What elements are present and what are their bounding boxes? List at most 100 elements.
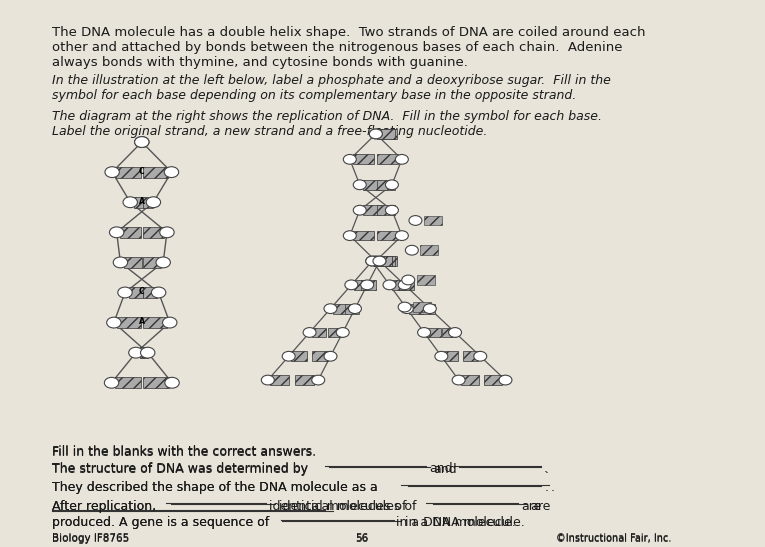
Bar [134, 197, 144, 208]
Circle shape [369, 129, 382, 139]
Circle shape [164, 167, 179, 178]
Circle shape [396, 154, 409, 164]
Circle shape [113, 257, 128, 268]
Bar [143, 167, 168, 178]
Circle shape [499, 375, 512, 385]
Circle shape [337, 328, 349, 337]
Bar [377, 180, 396, 190]
Text: .: . [545, 463, 549, 476]
Bar [291, 351, 307, 361]
Circle shape [418, 328, 431, 337]
Text: Fill in the blanks with the correct answers.: Fill in the blanks with the correct answ… [52, 446, 316, 459]
Bar [444, 351, 458, 361]
Bar [379, 256, 397, 266]
Circle shape [405, 246, 418, 255]
Bar [424, 216, 442, 225]
Text: produced. A gene is a sequence of: produced. A gene is a sequence of [52, 516, 269, 529]
Circle shape [105, 167, 119, 178]
Circle shape [409, 216, 422, 225]
Circle shape [373, 256, 386, 266]
Circle shape [262, 375, 275, 385]
Text: .: . [544, 462, 548, 475]
Bar [143, 317, 167, 328]
Text: A: A [139, 317, 145, 326]
Circle shape [146, 197, 161, 208]
Circle shape [123, 197, 138, 208]
Circle shape [402, 275, 415, 285]
Circle shape [303, 328, 316, 337]
Circle shape [109, 227, 124, 238]
Bar [409, 304, 423, 313]
Circle shape [312, 375, 324, 385]
Bar [361, 280, 376, 290]
Bar [392, 280, 406, 290]
Bar [421, 304, 435, 313]
Circle shape [396, 231, 409, 241]
Circle shape [164, 377, 179, 388]
Bar [379, 129, 397, 139]
Circle shape [343, 154, 356, 164]
Bar [143, 197, 153, 208]
Bar [374, 256, 389, 266]
Bar [363, 205, 381, 215]
Circle shape [369, 129, 382, 139]
Text: are: are [531, 499, 551, 513]
Text: In the illustration at the left below, label a phosphate and a deoxyribose sugar: In the illustration at the left below, l… [52, 74, 610, 102]
Circle shape [118, 287, 132, 298]
Text: A: A [139, 196, 145, 206]
Bar [377, 129, 396, 139]
Bar [124, 257, 142, 268]
Bar [328, 328, 343, 337]
Bar [461, 375, 479, 385]
Bar [295, 375, 314, 385]
Bar [374, 256, 389, 266]
Circle shape [162, 317, 177, 328]
Text: C: C [139, 287, 145, 296]
Circle shape [435, 351, 448, 361]
Text: The diagram at the right shows the replication of DNA.  Fill in the symbol for e: The diagram at the right shows the repli… [52, 109, 602, 138]
Text: Fill in the blanks with the correct answers.: Fill in the blanks with the correct answ… [52, 445, 316, 458]
Bar [143, 257, 161, 268]
Text: identical molecules of: identical molecules of [278, 499, 416, 513]
Bar [143, 287, 158, 298]
Bar [353, 231, 373, 241]
Bar [333, 304, 347, 313]
Circle shape [373, 256, 386, 266]
Circle shape [400, 304, 413, 313]
Bar [143, 227, 164, 238]
Text: produced. A gene is a sequence of: produced. A gene is a sequence of [52, 516, 269, 529]
Circle shape [141, 347, 155, 358]
Circle shape [386, 205, 399, 215]
Circle shape [369, 256, 382, 266]
Text: The DNA molecule has a double helix shape.  Two strands of DNA are coiled around: The DNA molecule has a double helix shap… [52, 26, 646, 69]
Text: in a DNA molecule.: in a DNA molecule. [405, 516, 524, 529]
Bar [377, 154, 398, 164]
Circle shape [386, 180, 399, 190]
Text: in a DNA molecule.: in a DNA molecule. [396, 516, 516, 529]
Text: ©Instructional Fair, Inc.: ©Instructional Fair, Inc. [555, 534, 671, 544]
Circle shape [353, 205, 366, 215]
Bar [463, 351, 478, 361]
Circle shape [448, 328, 461, 337]
Text: are: are [521, 499, 542, 513]
Text: .: . [551, 481, 555, 494]
Bar [441, 328, 456, 337]
Circle shape [343, 231, 356, 241]
Bar [399, 280, 414, 290]
Bar [120, 227, 142, 238]
Bar [139, 347, 145, 358]
Bar [116, 377, 141, 388]
Bar [377, 205, 396, 215]
Text: Biology IF8765: Biology IF8765 [52, 534, 129, 544]
Circle shape [129, 347, 143, 358]
Bar [417, 275, 435, 285]
Circle shape [366, 256, 379, 266]
Bar [377, 256, 396, 266]
Circle shape [324, 304, 337, 313]
Text: identical molecules of: identical molecules of [269, 499, 407, 513]
Text: The structure of DNA was determined by: The structure of DNA was determined by [52, 463, 308, 476]
Bar [116, 167, 141, 178]
Circle shape [106, 317, 121, 328]
Circle shape [353, 180, 366, 190]
Bar [143, 347, 148, 358]
